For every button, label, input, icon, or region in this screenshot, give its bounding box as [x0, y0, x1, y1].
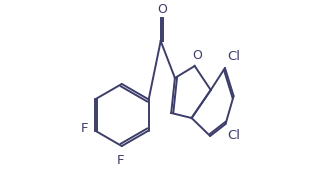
Text: F: F: [81, 122, 88, 135]
Text: Cl: Cl: [228, 129, 241, 142]
Text: O: O: [192, 49, 202, 62]
Text: O: O: [157, 3, 167, 16]
Text: Cl: Cl: [227, 50, 240, 63]
Text: F: F: [117, 154, 125, 167]
